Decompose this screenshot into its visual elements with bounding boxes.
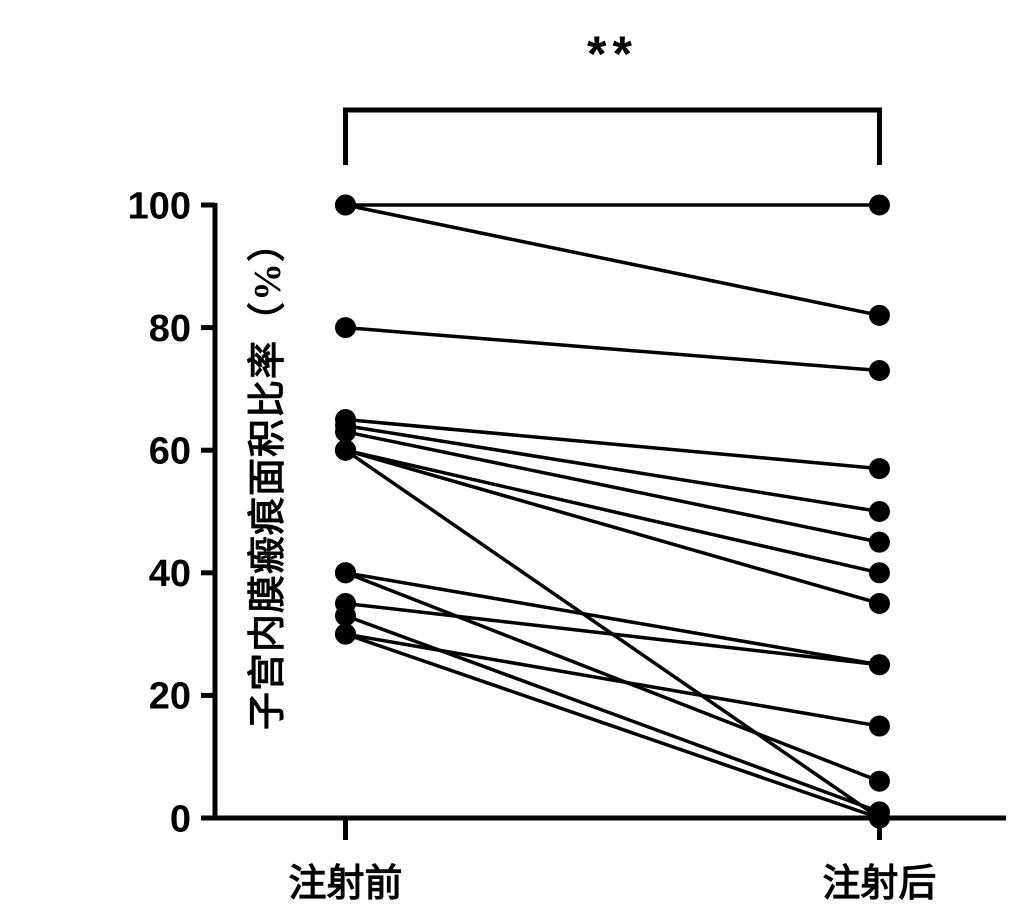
- y-tick-label: 0: [170, 798, 191, 840]
- x-category-before: 注射前: [288, 852, 402, 907]
- x-category-after: 注射后: [822, 852, 936, 907]
- y-tick-label: 100: [128, 185, 191, 227]
- y-tick-label: 40: [149, 553, 191, 595]
- y-tick-label: 80: [149, 308, 191, 350]
- chart-container: 0 20 40 60 80 100 子宫内膜瘢痕面积比率（%） 注射前 注射后 **: [0, 0, 1026, 919]
- significance-stars: **: [587, 25, 638, 83]
- paired-chart-svg: 0 20 40 60 80 100: [0, 0, 1026, 919]
- y-tick-label: 60: [149, 431, 191, 473]
- y-axis-label: 子宫内膜瘢痕面积比率（%）: [236, 222, 291, 729]
- y-tick-label: 20: [149, 676, 191, 718]
